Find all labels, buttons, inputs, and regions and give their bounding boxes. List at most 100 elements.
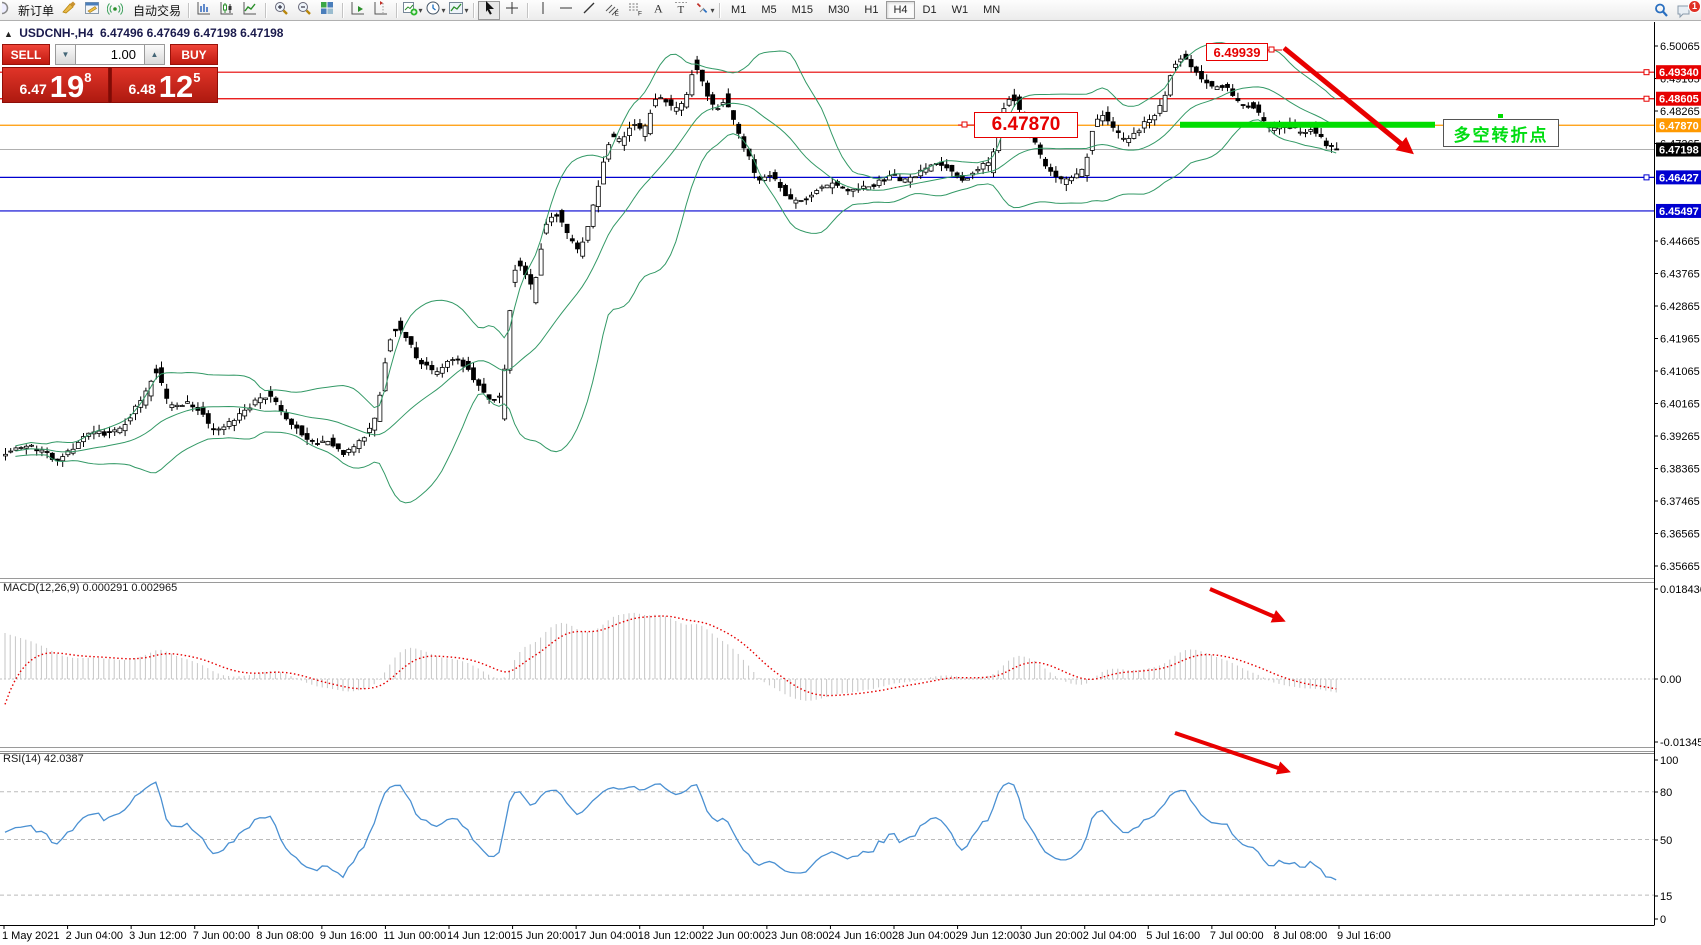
price-tick-label: 6.36565 — [1660, 528, 1700, 540]
timeframe-button-d1[interactable]: D1 — [922, 4, 937, 16]
text-icon[interactable]: A — [647, 1, 669, 20]
price-axis: 6.500656.491656.482656.473656.446656.437… — [1654, 41, 1701, 926]
candlestick-chart-icon[interactable] — [216, 1, 238, 20]
auto-scroll-icon[interactable] — [347, 1, 369, 20]
chevron-down-icon[interactable]: ▾ — [464, 5, 469, 15]
text-icon: A — [650, 0, 666, 21]
chevron-down-icon[interactable]: ▾ — [418, 5, 423, 15]
chart-fragment-icon[interactable] — [2, 1, 11, 20]
templates-icon[interactable]: ▾ — [447, 1, 469, 20]
cursor-icon[interactable] — [478, 0, 501, 20]
auto-trading-button[interactable]: 自动交易 — [127, 1, 184, 28]
macd-indicator-label: MACD(12,26,9) 0.000291 0.002965 — [3, 582, 178, 594]
main-down-arrow — [1282, 46, 1414, 155]
zoom-in-icon — [273, 0, 289, 21]
time-tick-label: 24 Jun 16:00 — [828, 930, 892, 942]
text-label-icon: T — [673, 0, 689, 21]
time-tick-label: 9 Jun 16:00 — [320, 930, 378, 942]
timeframe-button-h1[interactable]: H1 — [864, 4, 879, 16]
price-tick-label: 6.41965 — [1660, 333, 1700, 345]
timeframe-button-m5[interactable]: M5 — [761, 4, 777, 16]
signals-icon[interactable] — [104, 1, 126, 20]
indicators-icon[interactable]: ▾ — [401, 1, 423, 20]
vertical-line-icon[interactable] — [532, 1, 554, 20]
price-tick-label: 6.38365 — [1660, 463, 1700, 475]
bollinger-bands — [15, 42, 1337, 504]
chart-fragment-icon — [2, 1, 10, 20]
trend-arrows[interactable] — [1174, 46, 1414, 775]
timeframe-button-m1[interactable]: M1 — [731, 4, 747, 16]
timeframe-button-m30[interactable]: M30 — [828, 4, 850, 16]
horizontal-level-lines[interactable] — [0, 69, 1654, 212]
chevron-down-icon[interactable]: ▾ — [441, 5, 446, 15]
zoom-in-icon[interactable] — [270, 1, 292, 20]
fibonacci-icon: F — [627, 0, 643, 21]
toolbar-separator — [342, 2, 344, 18]
tile-windows-icon[interactable] — [316, 1, 338, 20]
text-label-icon[interactable]: T — [670, 1, 692, 20]
rsi-line — [4, 781, 1337, 881]
buy-price-base: 6.48 — [128, 81, 156, 97]
arrows-icon — [694, 0, 710, 21]
buy-button[interactable]: BUY — [170, 44, 218, 65]
fibonacci-icon[interactable]: F — [624, 1, 646, 20]
candlestick-chart-icon — [219, 0, 235, 21]
rsi-axis-label: 0 — [1660, 914, 1666, 926]
timeframe-button-mn[interactable]: MN — [983, 4, 1001, 16]
search-icon[interactable] — [1650, 1, 1672, 20]
price-callout-6.47870[interactable]: 6.47870 — [974, 112, 1078, 138]
time-tick-label: 14 Jun 12:00 — [447, 930, 511, 942]
indicators-icon — [402, 0, 418, 21]
volume-input[interactable]: 1.00 — [76, 44, 144, 65]
time-tick-label: 3 Jun 12:00 — [129, 930, 187, 942]
sell-price-display[interactable]: 6.47 19 8 — [2, 67, 109, 103]
bar-chart-icon[interactable] — [193, 1, 215, 20]
crosshair-icon[interactable] — [501, 1, 523, 20]
chevron-down-icon[interactable]: ▾ — [710, 5, 715, 15]
buy-price-point: 5 — [193, 70, 201, 85]
macd-down-arrow — [1209, 587, 1286, 623]
volume-decrease-button[interactable]: ▼ — [55, 44, 76, 65]
price-tick-label: 6.48265 — [1660, 106, 1700, 118]
cleanup-icon[interactable] — [58, 1, 80, 20]
rsi-axis-label: 15 — [1660, 891, 1672, 903]
sell-price-pips: 19 — [49, 68, 85, 104]
line-chart-icon[interactable] — [239, 1, 261, 20]
rsi-axis-label: 100 — [1660, 755, 1678, 767]
price-tick-label: 6.40165 — [1660, 398, 1700, 410]
sell-price-point: 8 — [84, 70, 92, 85]
trendline-icon[interactable] — [578, 1, 600, 20]
equidistant-channel-icon[interactable]: E — [601, 1, 623, 20]
toolbar-separator — [396, 2, 398, 18]
svg-text:F: F — [638, 10, 642, 16]
sell-button[interactable]: SELL — [2, 44, 50, 65]
timeframe-button-m15[interactable]: M15 — [791, 4, 813, 16]
green-turning-point-line[interactable] — [1180, 121, 1435, 128]
chart-shift-icon[interactable] — [370, 0, 392, 20]
price-callout-6.49939[interactable]: 6.49939 — [1206, 43, 1268, 61]
rsi-axis-label: 50 — [1660, 835, 1672, 847]
time-tick-label: 15 Jun 20:00 — [511, 930, 575, 942]
time-axis: 1 May 2021 2 Jun 04:00 3 Jun 12:00 7 Jun 00… — [2, 925, 1391, 942]
time-tick-label: 8 Jul 08:00 — [1273, 930, 1327, 942]
new-order-button[interactable]: 新订单 — [12, 1, 57, 30]
timeframe-button-h4[interactable]: H4 — [886, 1, 915, 19]
volume-increase-button[interactable]: ▲ — [144, 44, 165, 65]
signals-icon — [106, 0, 124, 21]
notifications-button[interactable]: 1 — [1673, 0, 1701, 20]
zoom-out-icon — [296, 0, 312, 21]
horizontal-line-icon[interactable] — [555, 1, 577, 20]
time-tick-label: 1 May 2021 — [2, 930, 59, 942]
timeframe-button-w1[interactable]: W1 — [951, 4, 969, 16]
price-tick-label: 6.39265 — [1660, 431, 1700, 443]
time-tick-label: 17 Jun 04:00 — [574, 930, 638, 942]
buy-price-display[interactable]: 6.48 12 5 — [111, 67, 218, 103]
turning-point-label[interactable]: 多空转折点 — [1443, 119, 1559, 147]
collapse-triangle-icon[interactable]: ▲ — [4, 29, 13, 39]
zoom-out-icon[interactable] — [293, 1, 315, 20]
periods-icon[interactable]: ▾ — [424, 1, 446, 20]
macd-pane — [0, 612, 1654, 705]
metaeditor-icon[interactable] — [81, 1, 103, 20]
arrows-icon[interactable]: ▾ — [693, 1, 715, 20]
